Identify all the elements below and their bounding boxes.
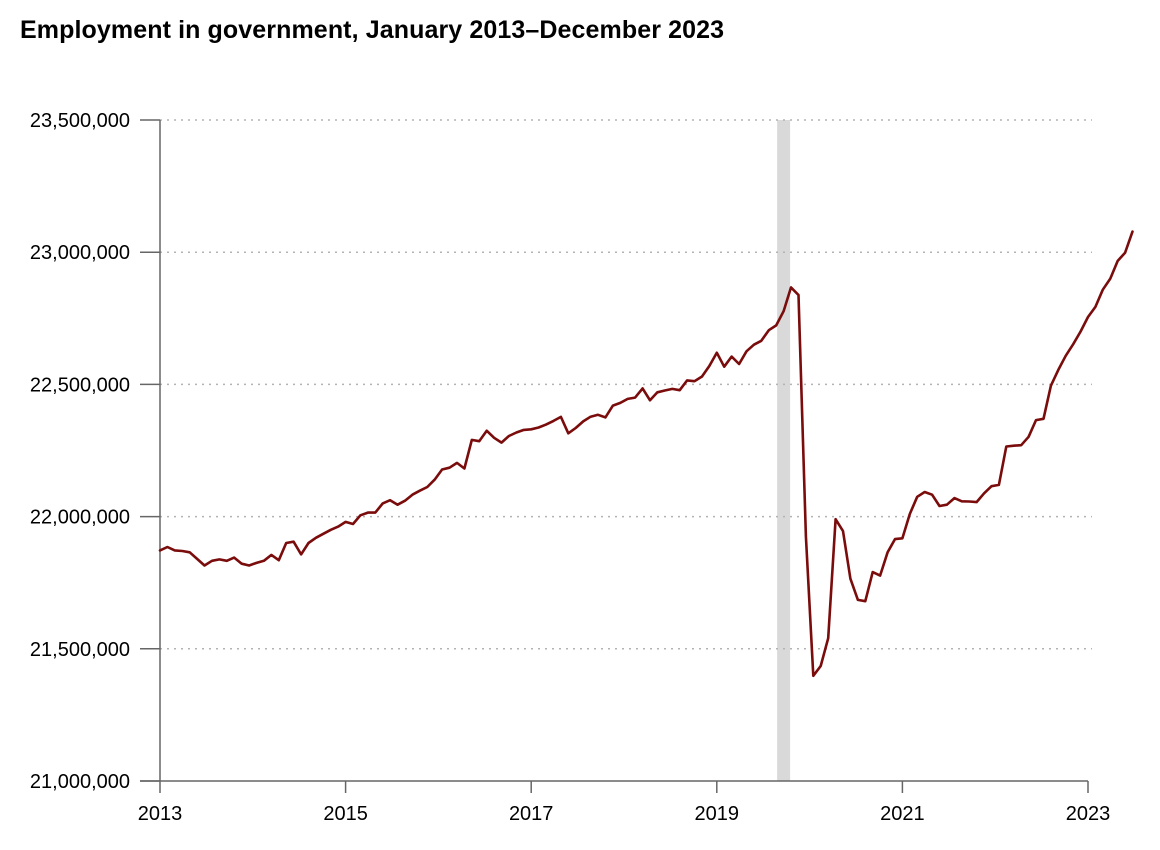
series-line-government-employment: [158, 230, 1134, 678]
y-tick-label: 23,500,000: [30, 110, 130, 132]
x-tick-label: 2017: [509, 803, 554, 825]
x-tick-label: 2019: [695, 803, 740, 825]
recession-shading-band: [777, 120, 791, 781]
x-tick-label: 2023: [1066, 803, 1111, 825]
y-tick-label: 21,000,000: [30, 771, 130, 793]
gridlines: [160, 119, 1092, 650]
x-tick-label: 2013: [138, 803, 183, 825]
x-axis-ticks: 2013 2015 2017 2019 2021 2023: [138, 781, 1111, 825]
y-tick-label: 22,500,000: [30, 374, 130, 396]
y-axis-ticks: 23,500,000 23,000,000 22,500,000 22,000,000…: [30, 110, 160, 793]
y-tick-label: 23,000,000: [30, 242, 130, 264]
x-tick-label: 2015: [323, 803, 368, 825]
y-tick-label: 22,000,000: [30, 507, 130, 529]
y-tick-label: 21,500,000: [30, 639, 130, 661]
x-tick-label: 2021: [880, 803, 925, 825]
chart-title: Employment in government, January 2013–D…: [20, 16, 725, 44]
